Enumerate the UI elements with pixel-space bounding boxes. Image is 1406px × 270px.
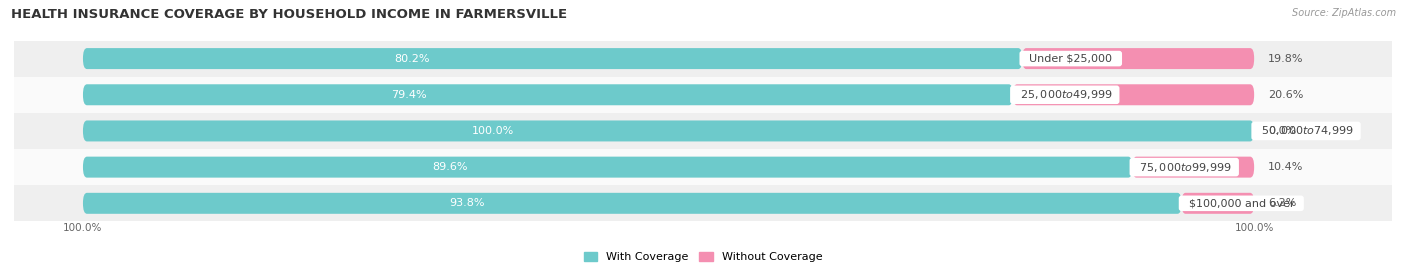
Text: 6.2%: 6.2%	[1268, 198, 1296, 208]
FancyBboxPatch shape	[1022, 48, 1254, 69]
FancyBboxPatch shape	[1181, 193, 1254, 214]
Text: 100.0%: 100.0%	[1234, 223, 1274, 233]
Text: 10.4%: 10.4%	[1268, 162, 1303, 172]
Text: 100.0%: 100.0%	[472, 126, 515, 136]
FancyBboxPatch shape	[83, 120, 1254, 141]
Text: 79.4%: 79.4%	[391, 90, 426, 100]
Bar	[14, 185, 1392, 221]
Bar	[14, 113, 1392, 149]
Text: $25,000 to $49,999: $25,000 to $49,999	[1012, 88, 1116, 101]
FancyBboxPatch shape	[83, 84, 1012, 105]
Bar	[14, 77, 1392, 113]
Text: $50,000 to $74,999: $50,000 to $74,999	[1254, 124, 1358, 137]
Text: 100.0%: 100.0%	[63, 223, 103, 233]
Text: Source: ZipAtlas.com: Source: ZipAtlas.com	[1292, 8, 1396, 18]
FancyBboxPatch shape	[83, 48, 1022, 69]
Text: Under $25,000: Under $25,000	[1022, 53, 1119, 64]
Legend: With Coverage, Without Coverage: With Coverage, Without Coverage	[579, 247, 827, 266]
FancyBboxPatch shape	[83, 193, 1181, 214]
Text: $100,000 and over: $100,000 and over	[1181, 198, 1301, 208]
FancyBboxPatch shape	[1132, 157, 1254, 178]
Text: 19.8%: 19.8%	[1268, 53, 1303, 64]
Text: $75,000 to $99,999: $75,000 to $99,999	[1132, 161, 1236, 174]
Bar	[14, 149, 1392, 185]
Text: 89.6%: 89.6%	[433, 162, 468, 172]
Text: 93.8%: 93.8%	[450, 198, 485, 208]
Text: HEALTH INSURANCE COVERAGE BY HOUSEHOLD INCOME IN FARMERSVILLE: HEALTH INSURANCE COVERAGE BY HOUSEHOLD I…	[11, 8, 568, 21]
Bar	[14, 40, 1392, 77]
FancyBboxPatch shape	[1012, 84, 1254, 105]
Text: 80.2%: 80.2%	[394, 53, 429, 64]
Text: 0.0%: 0.0%	[1268, 126, 1296, 136]
FancyBboxPatch shape	[83, 157, 1132, 178]
Text: 20.6%: 20.6%	[1268, 90, 1303, 100]
